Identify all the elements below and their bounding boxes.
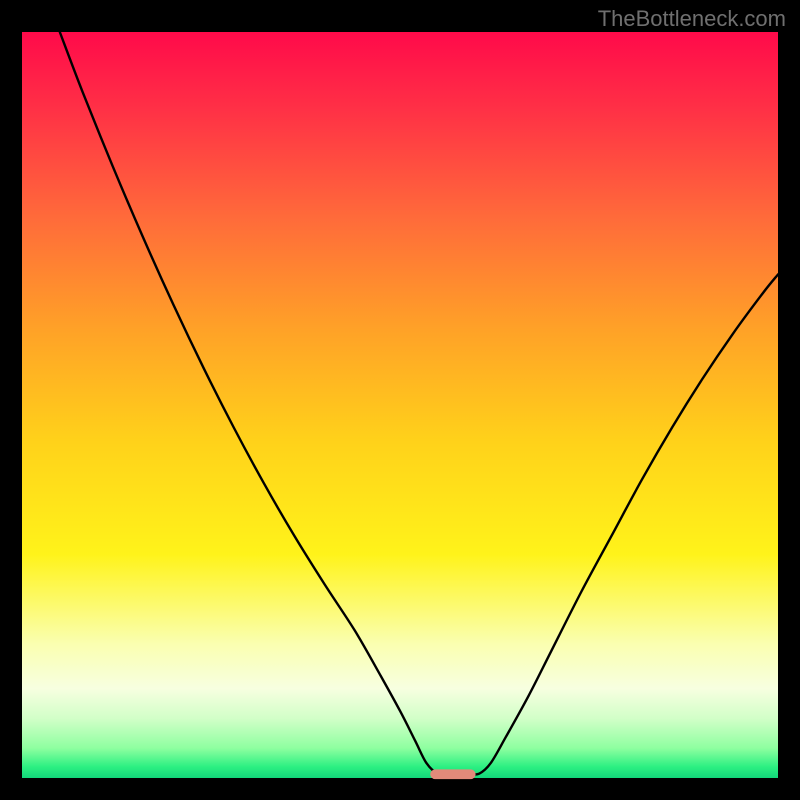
valley-marker <box>430 769 475 779</box>
chart-container: TheBottleneck.com <box>0 0 800 800</box>
bottleneck-chart <box>0 0 800 800</box>
plot-background <box>22 32 778 778</box>
watermark-text: TheBottleneck.com <box>598 6 786 32</box>
